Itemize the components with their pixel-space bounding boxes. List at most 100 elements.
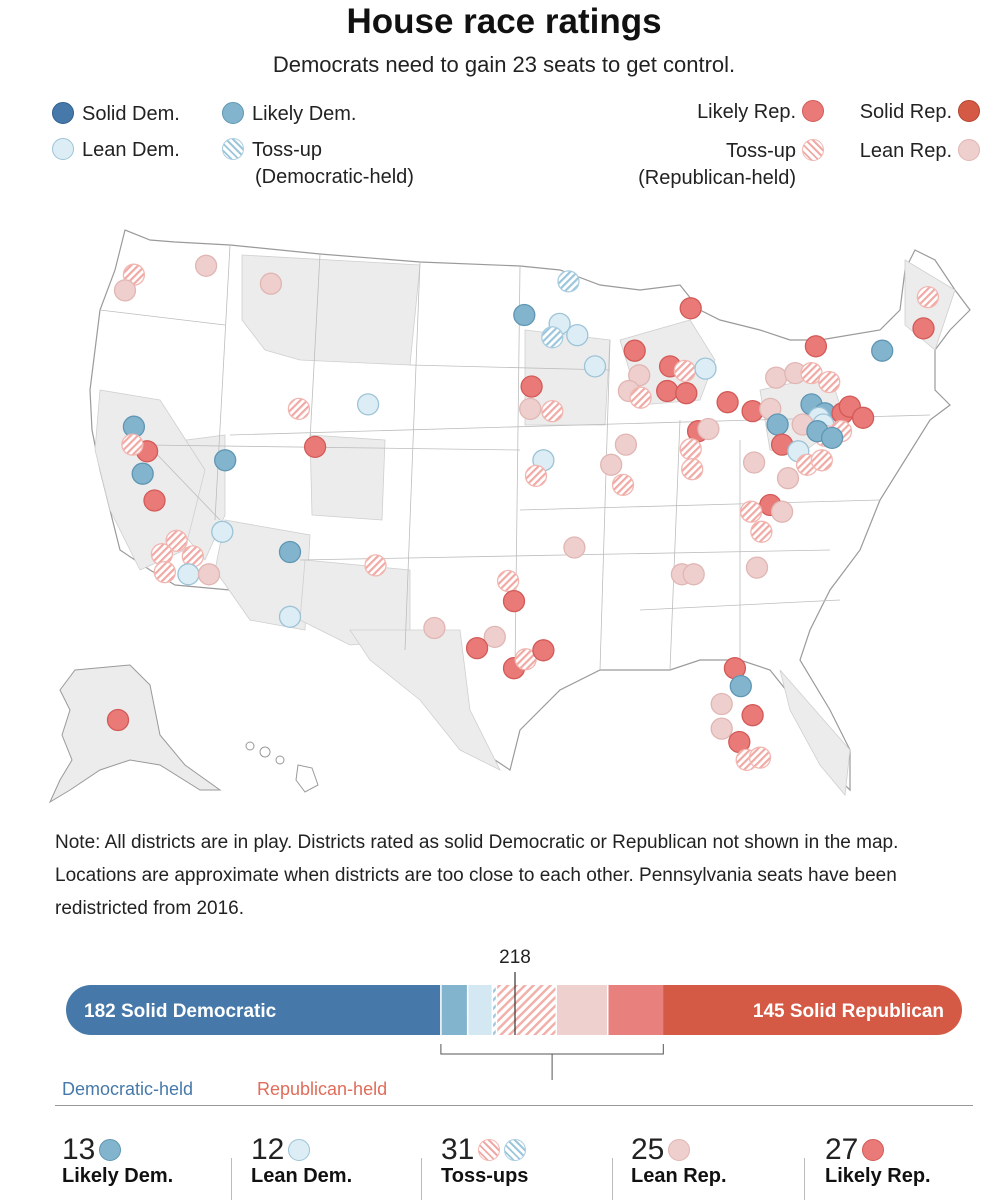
district-dot-likely-dem[interactable]	[766, 413, 789, 436]
district-dot-likely-rep[interactable]	[679, 297, 702, 320]
state-gray-10	[779, 669, 851, 796]
district-dot-lean-rep[interactable]	[628, 364, 651, 387]
rep-held-label: Republican-held	[257, 1079, 388, 1099]
district-dot-lean-rep[interactable]	[423, 616, 446, 640]
legend-lean-dem-label: Lean Dem.	[82, 139, 180, 161]
alaska	[48, 664, 222, 804]
seat-segment-tossup-rep	[496, 985, 557, 1035]
district-dot-likely-rep[interactable]	[143, 489, 166, 512]
count-lean-rep: 25 Lean Rep.	[631, 1133, 727, 1188]
district-dot-lean-dem[interactable]	[177, 563, 200, 586]
district-dot-tossup-rep[interactable]	[524, 464, 548, 488]
district-dot-likely-dem[interactable]	[214, 449, 237, 472]
district-dot-likely-rep[interactable]	[303, 435, 327, 459]
solid-rep-bar-label: 145 Solid Republican	[753, 1001, 944, 1022]
seat-bar-segments	[66, 985, 962, 1035]
district-dot-tossup-rep[interactable]	[748, 746, 772, 769]
solid-dem-dot-icon	[52, 102, 74, 124]
district-dot-tossup-rep[interactable]	[629, 386, 652, 409]
count-likely-dem-label: Likely Dem.	[62, 1165, 174, 1187]
district-dot-likely-rep[interactable]	[656, 379, 679, 403]
district-dot-tossup-rep[interactable]	[121, 433, 144, 456]
district-dot-tossup-dem[interactable]	[541, 326, 564, 349]
district-dot-likely-rep[interactable]	[741, 704, 764, 727]
lean-dem-dot-icon	[52, 138, 74, 160]
district-dot-tossup-rep[interactable]	[739, 500, 763, 523]
seat-segment-lean-rep	[556, 985, 609, 1035]
district-dot-likely-rep[interactable]	[520, 375, 543, 398]
district-dot-lean-rep[interactable]	[197, 563, 221, 586]
district-dot-lean-dem[interactable]	[566, 323, 589, 347]
district-dot-tossup-rep[interactable]	[287, 397, 311, 421]
district-dot-lean-rep[interactable]	[614, 433, 638, 456]
district-dot-likely-rep[interactable]	[716, 391, 739, 414]
district-dot-likely-rep[interactable]	[675, 382, 698, 405]
district-dot-lean-dem[interactable]	[278, 605, 302, 628]
count-likely-rep: 27 Likely Rep.	[825, 1133, 931, 1188]
district-dot-lean-rep[interactable]	[519, 397, 542, 421]
district-dot-lean-rep[interactable]	[745, 556, 769, 579]
district-dot-tossup-dem[interactable]	[557, 270, 580, 293]
page-subtitle: Democrats need to gain 23 seats to get c…	[272, 52, 736, 77]
tossup-dem-dot-icon	[222, 138, 244, 160]
legend-lean-rep: Lean Rep.	[860, 139, 980, 163]
district-dot-likely-rep[interactable]	[851, 406, 875, 429]
district-dot-lean-rep[interactable]	[765, 366, 788, 389]
district-dot-lean-rep[interactable]	[776, 467, 800, 490]
district-dot-tossup-rep[interactable]	[681, 458, 704, 481]
district-dot-tossup-rep[interactable]	[541, 399, 564, 423]
district-dot-tossup-rep[interactable]	[673, 359, 696, 383]
district-dot-tossup-rep[interactable]	[514, 648, 537, 671]
seat-segment-lean-dem	[467, 985, 493, 1035]
district-dot-lean-rep[interactable]	[483, 625, 506, 649]
district-dot-lean-rep[interactable]	[697, 417, 720, 441]
district-dot-lean-rep[interactable]	[710, 692, 733, 716]
district-dot-lean-dem[interactable]	[583, 355, 607, 378]
district-dot-tossup-rep[interactable]	[818, 370, 841, 394]
district-dot-lean-rep[interactable]	[742, 451, 766, 474]
district-dot-lean-dem[interactable]	[694, 357, 717, 380]
district-dot-likely-rep[interactable]	[502, 589, 526, 613]
district-dot-lean-rep[interactable]	[682, 563, 705, 586]
district-dot-tossup-rep[interactable]	[496, 569, 520, 593]
district-dot-lean-rep[interactable]	[710, 717, 733, 740]
district-dot-likely-rep[interactable]	[532, 639, 555, 662]
district-dot-lean-rep[interactable]	[194, 254, 218, 277]
district-dot-lean-rep[interactable]	[770, 500, 794, 523]
district-dot-tossup-rep[interactable]	[679, 437, 702, 461]
district-dot-lean-rep[interactable]	[600, 453, 623, 476]
district-dot-lean-rep[interactable]	[113, 279, 137, 302]
district-dot-lean-rep[interactable]	[563, 536, 586, 559]
district-dot-tossup-rep[interactable]	[165, 529, 188, 552]
district-dot-tossup-rep[interactable]	[750, 520, 773, 543]
district-dot-likely-dem[interactable]	[513, 303, 536, 327]
district-dot-likely-rep[interactable]	[804, 335, 828, 358]
count-lean-rep-num: 25	[631, 1133, 665, 1166]
district-dot-likely-dem[interactable]	[871, 339, 894, 362]
legend-solid-rep: Solid Rep.	[860, 100, 980, 124]
district-dot-likely-dem[interactable]	[729, 674, 752, 698]
district-dot-likely-dem[interactable]	[820, 426, 844, 450]
district-dot-tossup-rep[interactable]	[800, 361, 823, 385]
district-dot-tossup-rep[interactable]	[916, 285, 940, 309]
district-dot-tossup-rep[interactable]	[153, 560, 176, 584]
hawaii-island	[275, 755, 285, 765]
tossup-rep-dot-icon	[478, 1139, 501, 1161]
count-likely-dem-num: 13	[62, 1133, 96, 1166]
district-dot-tossup-rep[interactable]	[611, 473, 635, 497]
district-dot-likely-dem[interactable]	[278, 540, 302, 564]
border-line	[404, 261, 421, 651]
district-dot-likely-rep[interactable]	[106, 708, 130, 732]
district-dot-likely-rep[interactable]	[912, 317, 935, 340]
district-dot-likely-rep[interactable]	[465, 636, 489, 660]
district-dot-lean-dem[interactable]	[356, 393, 380, 416]
district-dot-likely-rep[interactable]	[623, 339, 646, 362]
state-gray-7	[349, 629, 501, 771]
district-dot-tossup-rep[interactable]	[364, 554, 387, 577]
border-line	[214, 244, 231, 521]
district-dot-lean-rep[interactable]	[259, 272, 283, 295]
district-dot-lean-dem[interactable]	[211, 520, 234, 543]
district-dot-tossup-rep[interactable]	[810, 449, 833, 472]
legend-tossup-rep-sub: (Republican-held)	[638, 167, 796, 189]
district-dot-likely-dem[interactable]	[131, 462, 154, 485]
